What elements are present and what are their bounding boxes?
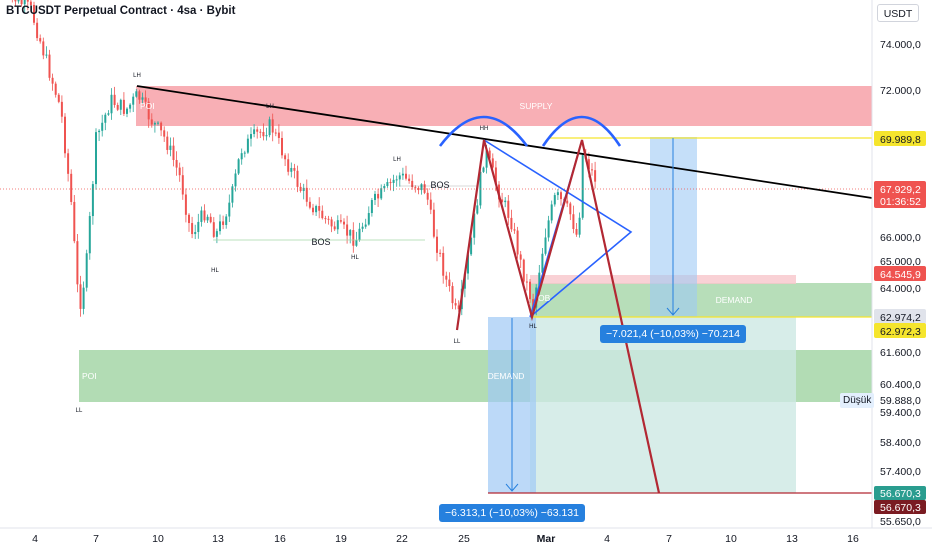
price-tick: 66.000,0 — [880, 232, 921, 244]
poi-bottom-label: POI — [82, 371, 97, 381]
descending-trendline[interactable] — [136, 85, 873, 199]
price-tick: 57.400,0 — [880, 466, 921, 478]
lh-label-1: LH — [133, 73, 141, 79]
measure-arrow-lower-head — [505, 483, 519, 492]
supply-zone[interactable] — [136, 86, 872, 126]
arc-right[interactable] — [541, 115, 622, 147]
low-label: Düşük — [840, 393, 875, 408]
lh-label-2: LH — [266, 104, 274, 110]
price-tag-69989-text: 69.989,8 — [880, 134, 921, 146]
price-tick: 59.400,0 — [880, 407, 921, 419]
time-tick: 16 — [847, 533, 859, 545]
price-tick: 74.000,0 — [880, 39, 921, 51]
time-tick: Mar — [537, 533, 556, 545]
hh-label: HH — [480, 126, 489, 132]
price-tag-56670a-text: 56.670,3 — [880, 488, 921, 500]
countdown-text: 01:36:52 — [880, 196, 921, 208]
ll-label-1: LL — [454, 339, 461, 345]
price-tag-64545-text: 64.545,9 — [880, 269, 921, 281]
price-tag-69989[interactable] — [874, 131, 926, 146]
time-tick: 10 — [152, 533, 164, 545]
currency-button[interactable]: USDT — [877, 4, 919, 22]
price-tag-59888-text: 59.888,0 — [880, 395, 921, 407]
price-tick: 60.400,0 — [880, 379, 921, 391]
supply-label: SUPPLY — [520, 101, 553, 111]
price-tick: 65.000,0 — [880, 256, 921, 268]
price-tick: 61.600,0 — [880, 347, 921, 359]
hl-label-3: HL — [529, 324, 537, 330]
price-tick: 55.650,0 — [880, 516, 921, 528]
price-tick: 58.400,0 — [880, 437, 921, 449]
demand-right-label: DEMAND — [716, 295, 753, 305]
price-tag-current[interactable] — [874, 181, 926, 208]
price-tick: 64.000,0 — [880, 283, 921, 295]
time-tick: 7 — [666, 533, 672, 545]
time-tick: 10 — [725, 533, 737, 545]
price-tag-56670b[interactable] — [874, 500, 926, 514]
price-tag-62974-text: 62.974,2 — [880, 312, 921, 324]
time-tick: 22 — [396, 533, 408, 545]
bos-label-2: BOS — [430, 180, 449, 190]
ll-label-2: LL — [76, 408, 83, 414]
arc-left[interactable] — [438, 115, 529, 147]
time-tick: 25 — [458, 533, 470, 545]
time-tick: 4 — [604, 533, 610, 545]
time-tick: 7 — [93, 533, 99, 545]
price-tag-56670b-text: 56.670,3 — [880, 502, 921, 514]
time-tick: 19 — [335, 533, 347, 545]
lh-label-3: LH — [393, 157, 401, 163]
price-tag-56670a[interactable] — [874, 486, 926, 500]
demand-bottom-label: DEMAND — [488, 371, 525, 381]
time-tick: 13 — [786, 533, 798, 545]
target-zone[interactable] — [530, 317, 796, 493]
chart-title[interactable]: BTCUSDT Perpetual Contract · 4sa · Bybit — [6, 5, 236, 17]
price-tag-62972[interactable] — [874, 323, 926, 338]
measure-arrow-upper-head — [666, 307, 680, 316]
blue-triangle-pattern[interactable] — [483, 139, 633, 318]
red-double-top-path[interactable] — [455, 139, 661, 494]
measure-label-lower[interactable]: −6.313,1 (−10,03%) −63.131 — [439, 504, 585, 522]
hl-label-2: HL — [351, 255, 359, 261]
poi-top-label: POI — [140, 101, 155, 111]
price-tag-current-text: 67.929,2 — [880, 184, 921, 196]
price-tag-62972-text: 62.972,3 — [880, 326, 921, 338]
measure-label-upper[interactable]: −7.021,4 (−10,03%) −70.214 — [600, 325, 746, 343]
time-tick: 16 — [274, 533, 286, 545]
price-axis-bg[interactable] — [872, 0, 932, 528]
bos-label-1: BOS — [311, 237, 330, 247]
price-tag-62974[interactable] — [874, 309, 926, 324]
ob-label: OB — [538, 293, 551, 303]
price-tag-64545[interactable] — [874, 266, 926, 281]
candlestick-series — [11, 0, 597, 317]
time-tick: 4 — [32, 533, 38, 545]
time-tick: 13 — [212, 533, 224, 545]
hl-label-1: HL — [211, 268, 219, 274]
time-axis-bg[interactable] — [0, 528, 932, 550]
price-tick: 72.000,0 — [880, 85, 921, 97]
demand-zone-right[interactable] — [530, 283, 872, 317]
